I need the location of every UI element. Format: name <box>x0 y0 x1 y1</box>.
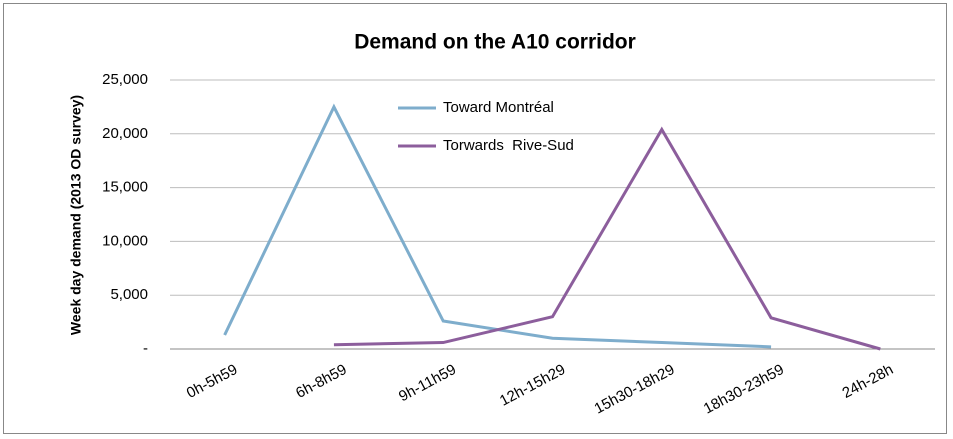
y-axis-label: Week day demand (2013 OD survey) <box>68 95 84 335</box>
y-tick-label: 5,000 <box>110 286 148 303</box>
y-tick-label: - <box>143 340 148 357</box>
legend-label: Toward Montréal <box>443 99 554 116</box>
y-tick-label: 15,000 <box>102 179 148 196</box>
series-line <box>333 126 881 351</box>
legend-label: Torwards Rive-Sud <box>443 137 574 154</box>
chart-title: Demand on the A10 corridor <box>354 31 636 54</box>
y-tick-label: 10,000 <box>102 232 148 249</box>
y-tick-label: 25,000 <box>102 71 148 88</box>
y-tick-label: 20,000 <box>102 125 148 142</box>
chart-border <box>3 3 947 434</box>
